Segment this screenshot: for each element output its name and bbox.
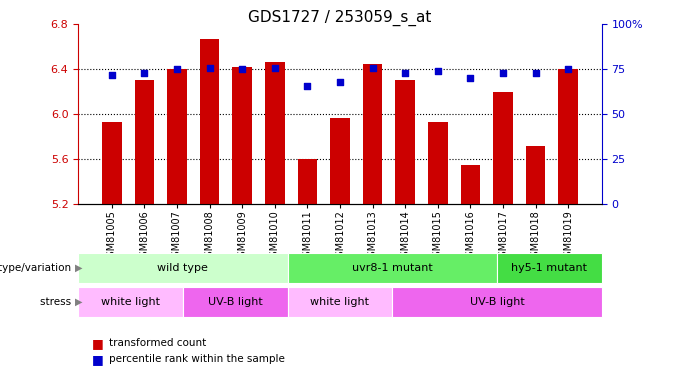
Point bbox=[106, 72, 117, 78]
Bar bbox=[363, 64, 382, 204]
Point bbox=[400, 70, 411, 76]
Point bbox=[237, 66, 248, 72]
Point bbox=[269, 64, 280, 70]
Text: white light: white light bbox=[101, 297, 160, 307]
Text: stress: stress bbox=[40, 297, 75, 307]
Text: UV-B light: UV-B light bbox=[470, 297, 524, 307]
Bar bbox=[330, 118, 350, 204]
Bar bbox=[200, 39, 220, 204]
Point bbox=[204, 64, 215, 70]
Text: uvr8-1 mutant: uvr8-1 mutant bbox=[352, 263, 432, 273]
Bar bbox=[526, 146, 545, 204]
Bar bbox=[428, 122, 447, 204]
Point bbox=[139, 70, 150, 76]
Bar bbox=[135, 80, 154, 204]
Text: UV-B light: UV-B light bbox=[208, 297, 262, 307]
Point bbox=[367, 64, 378, 70]
Bar bbox=[396, 80, 415, 204]
Point bbox=[530, 70, 541, 76]
Text: hy5-1 mutant: hy5-1 mutant bbox=[511, 263, 588, 273]
Text: wild type: wild type bbox=[158, 263, 208, 273]
Bar bbox=[265, 62, 284, 204]
Bar bbox=[460, 165, 480, 204]
Bar bbox=[298, 159, 317, 204]
Point bbox=[465, 75, 476, 81]
Point bbox=[335, 79, 345, 85]
Text: ■: ■ bbox=[92, 337, 107, 350]
Text: ▶: ▶ bbox=[75, 297, 82, 307]
Text: genotype/variation: genotype/variation bbox=[0, 263, 75, 273]
Text: ■: ■ bbox=[92, 353, 107, 366]
Point bbox=[432, 68, 443, 74]
Bar bbox=[558, 69, 578, 204]
Point bbox=[302, 82, 313, 88]
Bar bbox=[233, 67, 252, 204]
Text: GDS1727 / 253059_s_at: GDS1727 / 253059_s_at bbox=[248, 9, 432, 26]
Bar bbox=[102, 122, 122, 204]
Point bbox=[563, 66, 574, 72]
Text: white light: white light bbox=[311, 297, 369, 307]
Text: percentile rank within the sample: percentile rank within the sample bbox=[109, 354, 285, 364]
Text: ▶: ▶ bbox=[75, 263, 82, 273]
Point bbox=[171, 66, 182, 72]
Bar bbox=[493, 92, 513, 204]
Bar bbox=[167, 69, 187, 204]
Text: transformed count: transformed count bbox=[109, 338, 206, 348]
Point bbox=[498, 70, 509, 76]
